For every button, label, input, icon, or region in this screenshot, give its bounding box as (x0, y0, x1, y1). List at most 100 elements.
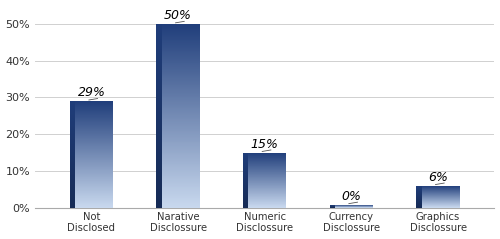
Bar (70, 136, 113, 137)
Bar (243, 184, 248, 185)
Bar (243, 169, 286, 170)
Bar (70, 182, 75, 183)
Bar (156, 25, 200, 26)
Bar (70, 196, 113, 197)
Bar (156, 105, 200, 106)
Bar (156, 126, 162, 127)
Bar (243, 161, 286, 162)
Bar (156, 92, 162, 93)
Bar (156, 124, 162, 125)
Bar (70, 128, 113, 129)
Bar (156, 26, 162, 27)
Bar (70, 111, 75, 112)
Bar (156, 142, 162, 143)
Bar (243, 205, 286, 206)
Bar (156, 49, 200, 50)
Bar (156, 70, 162, 71)
Bar (156, 52, 162, 53)
Bar (156, 67, 162, 68)
Bar (243, 203, 248, 204)
Bar (156, 187, 162, 188)
Bar (156, 37, 200, 38)
Bar (243, 182, 286, 183)
Bar (156, 160, 162, 161)
Bar (156, 102, 162, 103)
Bar (156, 179, 162, 180)
Bar (156, 201, 200, 202)
Bar (243, 160, 286, 161)
Bar (156, 36, 162, 37)
Bar (70, 139, 75, 140)
Bar (70, 187, 113, 188)
Bar (156, 112, 200, 113)
Bar (156, 68, 162, 69)
Bar (156, 118, 200, 119)
Bar (70, 156, 75, 157)
Bar (156, 80, 162, 81)
Bar (156, 111, 200, 112)
Bar (156, 115, 200, 116)
Bar (156, 185, 200, 186)
Bar (156, 168, 162, 169)
Bar (70, 138, 75, 139)
Bar (156, 138, 200, 139)
Bar (156, 96, 162, 97)
Bar (156, 80, 200, 81)
Bar (156, 49, 162, 50)
Bar (156, 90, 200, 91)
Bar (156, 189, 200, 190)
Bar (156, 140, 200, 141)
Bar (70, 148, 75, 149)
Bar (156, 66, 200, 67)
Bar (156, 129, 162, 130)
Bar (156, 43, 162, 44)
Bar (243, 162, 248, 163)
Bar (70, 193, 75, 194)
Bar (70, 117, 113, 118)
Bar (156, 26, 200, 27)
Bar (70, 180, 75, 181)
Bar (156, 157, 200, 158)
Bar (70, 169, 113, 170)
Bar (243, 179, 286, 180)
Bar (70, 191, 75, 192)
Bar (70, 145, 113, 146)
Bar (156, 189, 162, 190)
Bar (156, 101, 162, 102)
Bar (70, 108, 113, 109)
Bar (70, 115, 113, 116)
Text: 6%: 6% (428, 171, 448, 184)
Bar (156, 188, 162, 189)
Bar (70, 146, 113, 147)
Bar (156, 109, 162, 110)
Bar (156, 176, 200, 177)
Bar (243, 200, 286, 201)
Bar (70, 141, 75, 142)
Bar (70, 171, 113, 172)
Bar (156, 184, 200, 185)
Bar (243, 165, 248, 166)
Bar (156, 102, 200, 103)
Bar (156, 202, 162, 203)
Bar (243, 177, 286, 178)
Text: 29%: 29% (78, 86, 106, 99)
Bar (70, 178, 113, 179)
Bar (243, 163, 248, 164)
Bar (70, 172, 75, 173)
Bar (156, 123, 162, 124)
Bar (70, 165, 113, 166)
Bar (243, 159, 248, 160)
Bar (243, 157, 286, 158)
Bar (156, 76, 162, 77)
Bar (70, 159, 75, 160)
Bar (243, 204, 286, 205)
Bar (156, 159, 162, 160)
Bar (156, 28, 200, 29)
Bar (70, 124, 75, 125)
Bar (243, 167, 286, 168)
Bar (156, 87, 162, 88)
Bar (243, 199, 286, 200)
Bar (243, 196, 248, 197)
Bar (243, 169, 248, 170)
Bar (156, 130, 200, 131)
